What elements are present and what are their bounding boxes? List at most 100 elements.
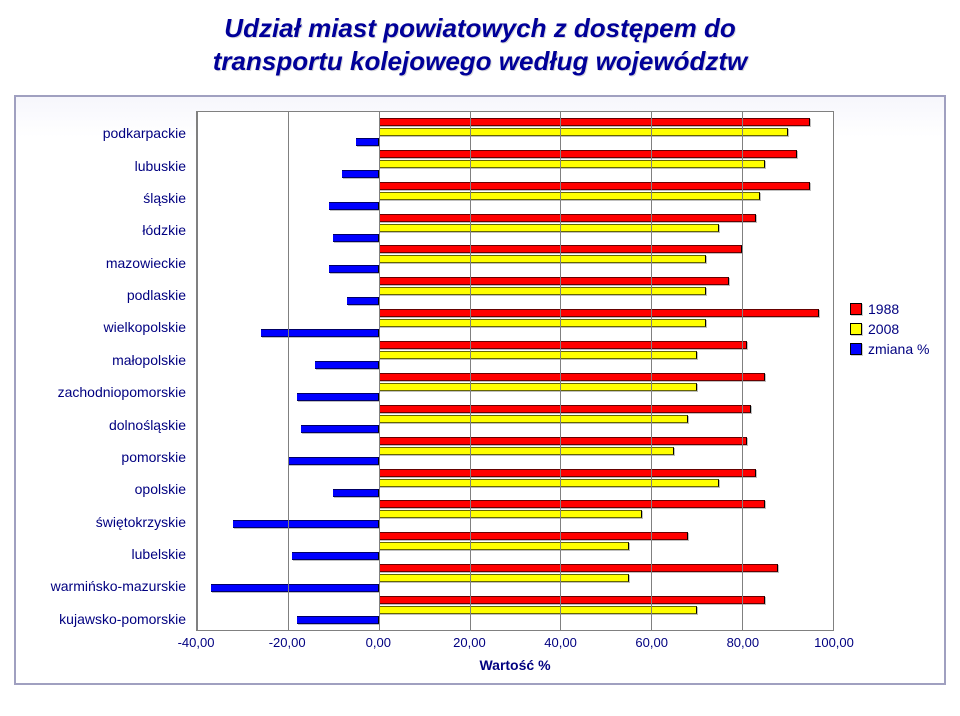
- bar-2008: [379, 574, 629, 582]
- bar-1988: [379, 469, 756, 477]
- y-category-label: lubelskie: [26, 547, 186, 561]
- bar-group: [197, 469, 833, 497]
- y-category-label: warmińsko-mazurskie: [26, 579, 186, 593]
- chart-title-block: Udział miast powiatowych z dostępem do t…: [0, 0, 960, 87]
- bar-group: [197, 214, 833, 242]
- bar-2008: [379, 606, 697, 614]
- bar-2008: [379, 224, 720, 232]
- bar-group: [197, 277, 833, 305]
- bar-group: [197, 437, 833, 465]
- bar-group: [197, 373, 833, 401]
- bar-zmiana: [211, 584, 379, 592]
- bar-zmiana: [347, 297, 379, 305]
- x-tick-label: 20,00: [453, 635, 486, 650]
- x-tick-label: -40,00: [178, 635, 215, 650]
- chart-wrap: podkarpackie lubuskie śląskie łódzkie mazowi…: [26, 111, 934, 673]
- y-category-label: śląskie: [26, 191, 186, 205]
- chart-panel: podkarpackie lubuskie śląskie łódzkie mazowi…: [14, 95, 946, 685]
- bar-2008: [379, 192, 761, 200]
- bar-group: [197, 150, 833, 178]
- y-axis-labels: podkarpackie lubuskie śląskie łódzkie mazowi…: [26, 111, 196, 673]
- bar-1988: [379, 405, 752, 413]
- plot-column: -40,00-20,000,0020,0040,0060,0080,00100,…: [196, 111, 834, 673]
- x-tick-label: 40,00: [544, 635, 577, 650]
- y-category-label: kujawsko-pomorskie: [26, 612, 186, 626]
- x-tick-label: 100,00: [814, 635, 854, 650]
- bar-2008: [379, 510, 642, 518]
- bar-2008: [379, 128, 788, 136]
- x-tick-label: 60,00: [635, 635, 668, 650]
- bar-2008: [379, 319, 706, 327]
- bar-group: [197, 405, 833, 433]
- legend-item: 1988: [850, 301, 936, 317]
- gridline: [470, 112, 471, 630]
- bar-2008: [379, 351, 697, 359]
- bar-group: [197, 245, 833, 273]
- bar-group: [197, 341, 833, 369]
- bar-group: [197, 309, 833, 337]
- x-axis: -40,00-20,000,0020,0040,0060,0080,00100,…: [196, 635, 834, 655]
- title-line-2: transportu kolejowego według województw: [0, 45, 960, 78]
- legend-swatch: [850, 303, 862, 315]
- y-category-label: łódzkie: [26, 223, 186, 237]
- bar-zmiana: [233, 520, 378, 528]
- gridline: [833, 112, 834, 630]
- bar-2008: [379, 479, 720, 487]
- bar-1988: [379, 150, 797, 158]
- y-category-label: pomorskie: [26, 450, 186, 464]
- legend-item: 2008: [850, 321, 936, 337]
- legend-swatch: [850, 343, 862, 355]
- legend-label: 1988: [868, 301, 899, 317]
- bar-zmiana: [329, 202, 379, 210]
- legend: 1988 2008 zmiana %: [844, 297, 942, 361]
- bar-1988: [379, 564, 779, 572]
- bar-1988: [379, 118, 811, 126]
- gridline: [379, 112, 380, 630]
- bar-zmiana: [342, 170, 378, 178]
- bar-1988: [379, 214, 756, 222]
- bar-group: [197, 500, 833, 528]
- bar-zmiana: [261, 329, 379, 337]
- legend-label: zmiana %: [868, 341, 929, 357]
- bar-1988: [379, 500, 765, 508]
- bar-zmiana: [301, 425, 378, 433]
- legend-item: zmiana %: [850, 341, 936, 357]
- bar-2008: [379, 287, 706, 295]
- bar-1988: [379, 309, 820, 317]
- legend-label: 2008: [868, 321, 899, 337]
- bar-1988: [379, 277, 729, 285]
- title-line-1: Udział miast powiatowych z dostępem do: [0, 12, 960, 45]
- bar-2008: [379, 255, 706, 263]
- x-tick-label: -20,00: [269, 635, 306, 650]
- bar-2008: [379, 415, 688, 423]
- bar-zmiana: [333, 489, 378, 497]
- bar-zmiana: [288, 457, 379, 465]
- y-category-label: lubuskie: [26, 159, 186, 173]
- plot-area: [196, 111, 834, 631]
- bar-zmiana: [315, 361, 379, 369]
- y-category-label: mazowieckie: [26, 256, 186, 270]
- bar-1988: [379, 532, 688, 540]
- bar-1988: [379, 182, 811, 190]
- gridline: [197, 112, 198, 630]
- bar-2008: [379, 160, 765, 168]
- bar-group: [197, 564, 833, 592]
- bar-2008: [379, 447, 674, 455]
- bar-zmiana: [356, 138, 379, 146]
- gridline: [288, 112, 289, 630]
- y-category-label: opolskie: [26, 482, 186, 496]
- y-category-label: wielkopolskie: [26, 320, 186, 334]
- y-category-label: podkarpackie: [26, 126, 186, 140]
- y-category-label: małopolskie: [26, 353, 186, 367]
- bar-zmiana: [333, 234, 378, 242]
- bar-zmiana: [297, 393, 379, 401]
- gridline: [742, 112, 743, 630]
- bar-group: [197, 118, 833, 146]
- y-category-label: zachodniopomorskie: [26, 385, 186, 399]
- gridline: [651, 112, 652, 630]
- x-tick-label: 0,00: [366, 635, 391, 650]
- bar-zmiana: [292, 552, 378, 560]
- bar-group: [197, 532, 833, 560]
- y-category-label: podlaskie: [26, 288, 186, 302]
- bar-2008: [379, 542, 629, 550]
